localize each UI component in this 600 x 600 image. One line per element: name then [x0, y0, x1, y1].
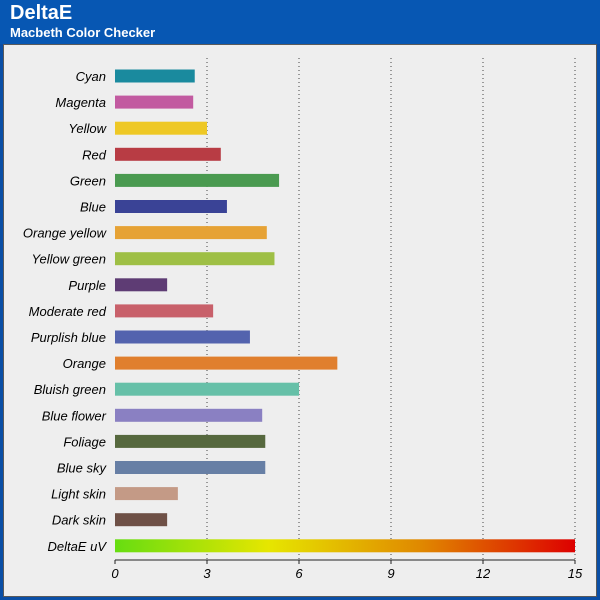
- x-tick-label: 12: [476, 566, 491, 581]
- bar-red: [115, 147, 221, 161]
- bar-cyan: [115, 69, 195, 83]
- category-label: Purple: [68, 278, 106, 293]
- category-label: Red: [82, 147, 107, 162]
- bar-blue: [115, 200, 227, 213]
- bar-magenta: [115, 95, 194, 109]
- bar-moderate-red: [115, 304, 214, 318]
- bar-green: [115, 173, 280, 187]
- bar-yellow: [115, 121, 207, 135]
- bar-bluish-green: [115, 382, 299, 396]
- header-bar: DeltaE Macbeth Color Checker: [0, 0, 600, 44]
- category-label: Yellow green: [32, 252, 106, 267]
- category-label: Orange yellow: [23, 226, 108, 241]
- bar-yellow-green: [115, 252, 275, 266]
- chart-subtitle: Macbeth Color Checker: [10, 25, 156, 40]
- category-label: Bluish green: [34, 382, 106, 397]
- bar-orange-yellow: [115, 226, 267, 240]
- category-label: Light skin: [51, 487, 106, 502]
- category-label: Cyan: [76, 69, 106, 84]
- chart-title: DeltaE: [10, 2, 73, 24]
- bar-orange: [115, 356, 338, 370]
- category-label: Moderate red: [29, 304, 107, 319]
- bar-dark-skin: [115, 513, 168, 527]
- x-tick-label: 3: [203, 566, 211, 581]
- category-label: Foliage: [63, 434, 106, 449]
- category-label: Blue flower: [42, 408, 107, 423]
- category-label: DeltaE uV: [47, 539, 107, 554]
- bar-blue-flower: [115, 408, 263, 422]
- bar-blue-sky: [115, 461, 266, 474]
- category-label: Blue sky: [57, 461, 108, 476]
- bar-light-skin: [115, 487, 178, 501]
- bar-purplish-blue: [115, 330, 250, 344]
- category-label: Dark skin: [52, 513, 106, 528]
- category-label: Orange: [63, 356, 106, 371]
- category-label: Magenta: [55, 95, 106, 110]
- chart-panel: [3, 44, 597, 597]
- category-label: Green: [70, 173, 106, 188]
- category-label: Yellow: [68, 121, 107, 136]
- bar-deltae-uv: [115, 539, 575, 553]
- bar-purple: [115, 278, 168, 292]
- x-tick-label: 0: [111, 566, 119, 581]
- x-tick-label: 6: [295, 566, 303, 581]
- category-label: Blue: [80, 200, 106, 215]
- category-label: Purplish blue: [31, 330, 106, 345]
- x-tick-label: 9: [387, 566, 394, 581]
- bar-foliage: [115, 434, 266, 448]
- x-tick-label: 15: [568, 566, 583, 581]
